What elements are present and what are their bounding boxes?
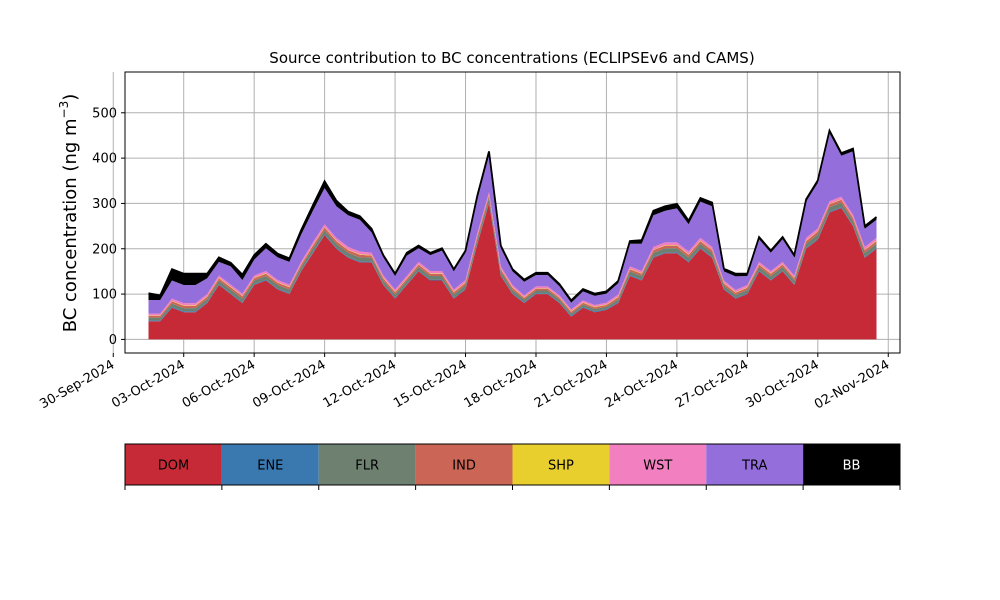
legend-label-dom: DOM <box>158 459 189 474</box>
x-tick-label: 18-Oct-2024 <box>462 357 540 411</box>
y-tick-label: 0 <box>109 333 117 348</box>
total-outline-line <box>148 127 878 302</box>
y-tick-label: 500 <box>92 106 117 121</box>
y-tick-label: 400 <box>92 152 117 167</box>
area-dom <box>148 203 877 340</box>
legend-label-ene: ENE <box>257 459 283 474</box>
x-tick-label: 30-Oct-2024 <box>743 357 821 411</box>
legend-label-shp: SHP <box>548 459 574 474</box>
x-tick-label: 12-Oct-2024 <box>321 357 399 411</box>
legend-frame <box>124 443 901 486</box>
x-tick-label: 06-Oct-2024 <box>180 357 258 411</box>
x-tick-label: 27-Oct-2024 <box>673 357 751 411</box>
y-axis: 0 100 200 300 400 500 <box>92 106 125 348</box>
y-tick-label: 200 <box>92 242 117 257</box>
legend-swatch-ind <box>415 444 513 485</box>
legend-label-flr: FLR <box>355 459 379 474</box>
x-tick-label: 24-Oct-2024 <box>603 357 681 411</box>
x-tick-label: 03-Oct-2024 <box>109 357 187 411</box>
x-tick-label: 02-Nov-2024 <box>812 357 892 412</box>
legend-label-ind: IND <box>452 459 476 474</box>
x-tick-label: 21-Oct-2024 <box>532 357 610 411</box>
y-axis-label: BC concentration (ng m−3) <box>57 94 81 333</box>
stacked-areas <box>148 130 877 340</box>
color-legend: DOM ENE FLR IND SHP WST TRA BB <box>124 443 901 490</box>
y-tick-label: 300 <box>92 197 117 212</box>
legend-label-wst: WST <box>643 459 672 474</box>
legend-swatch-tra <box>706 444 804 485</box>
legend-swatch-dom <box>125 444 222 485</box>
legend-swatch-wst <box>609 444 707 485</box>
legend-swatch-ene <box>221 444 319 485</box>
x-tick-label: 09-Oct-2024 <box>250 357 328 411</box>
x-axis: 30-Sep-202403-Oct-202406-Oct-202409-Oct-… <box>37 353 892 412</box>
y-tick-label: 100 <box>92 288 117 303</box>
legend-swatch-flr <box>318 444 416 485</box>
legend-swatch-bb <box>803 444 900 485</box>
legend-label-bb: BB <box>843 459 861 474</box>
x-tick-label: 15-Oct-2024 <box>391 357 469 411</box>
legend-label-tra: TRA <box>741 459 767 474</box>
chart-title: Source contribution to BC concentrations… <box>269 49 754 67</box>
plot-frame <box>124 71 901 354</box>
area-tra <box>148 133 877 314</box>
x-tick-label: 30-Sep-2024 <box>37 357 117 412</box>
legend-swatch-shp <box>512 444 610 485</box>
